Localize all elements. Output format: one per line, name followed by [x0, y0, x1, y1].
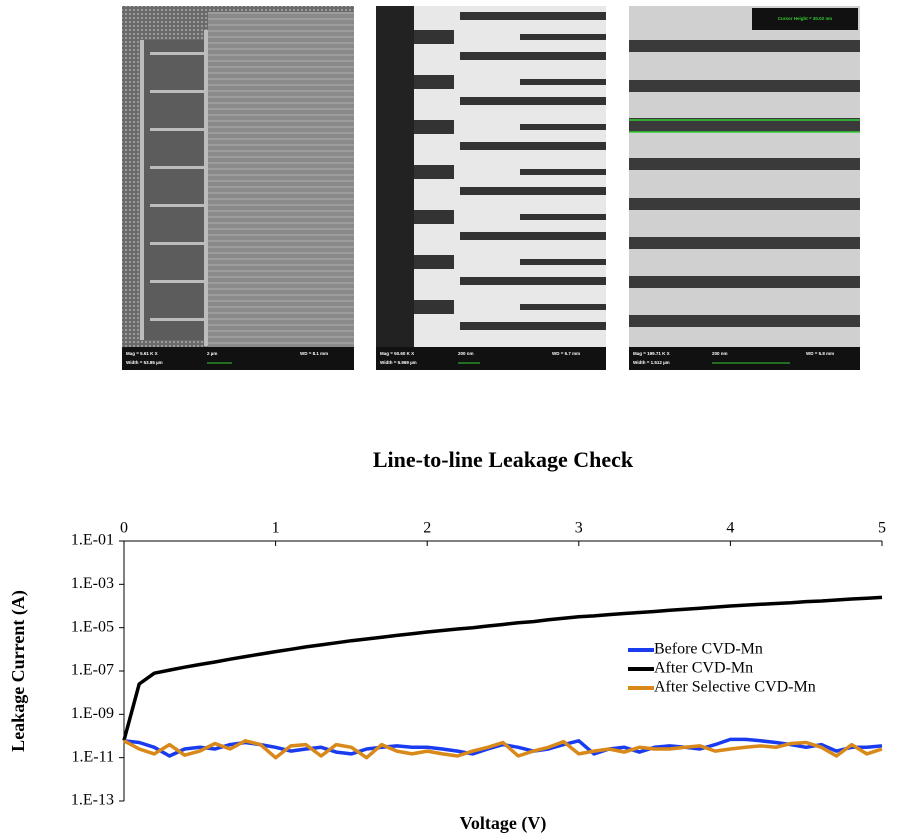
cursor-label: Cursor Height = 30.02 nm: [778, 16, 832, 21]
micrograph-label: Mag = 199.71 K X: [633, 351, 670, 356]
x-tick-label: 4: [726, 520, 734, 537]
micrograph-label: 2 µm: [207, 351, 217, 356]
micrograph-label: Width = 1.512 µm: [633, 360, 670, 365]
micrograph: Mag = 5.61 K X Width = 53.85 µm 2 µm WD …: [122, 6, 354, 370]
y-tick-label: 1.E-05: [71, 618, 114, 635]
micrograph-label: Mag = 5.61 K X: [126, 351, 158, 356]
micrograph-label: 200 nm: [458, 351, 474, 356]
y-tick-label: 1.E-07: [71, 662, 114, 679]
x-tick-label: 0: [120, 520, 128, 537]
chart: Line-to-line Leakage Check Voltage (V) L…: [8, 447, 886, 834]
micrograph-label: WD = 5.7 mm: [552, 351, 580, 356]
y-tick-label: 1.E-09: [71, 705, 114, 722]
micrograph-label: 200 nm: [712, 351, 728, 356]
y-tick-label: 1.E-03: [71, 575, 114, 592]
y-tick-label: 1.E-01: [71, 532, 114, 549]
y-tick-label: 1.E-13: [71, 792, 114, 809]
micrograph-label: Width = 53.85 µm: [126, 360, 163, 365]
y-tick-label: 1.E-11: [71, 748, 114, 765]
micrographs: Mag = 5.61 K X Width = 53.85 µm 2 µm WD …: [122, 6, 860, 370]
micrograph-label: Mag = 50.60 K X: [380, 351, 414, 356]
series-line: [123, 739, 883, 760]
legend-label: Before CVD-Mn: [654, 641, 763, 658]
micrograph-label: Width = 5.969 µm: [380, 360, 417, 365]
micrograph-label: WD = 5.8 mm: [806, 351, 834, 356]
x-tick-label: 1: [272, 520, 280, 537]
micrograph: Cursor Height = 30.02 nm Mag = 199.71 K …: [629, 6, 860, 370]
x-tick-label: 3: [575, 520, 583, 537]
x-tick-label: 5: [878, 520, 886, 537]
x-axis-label: Voltage (V): [460, 813, 547, 834]
series-line: [122, 595, 883, 741]
chart-title: Line-to-line Leakage Check: [373, 447, 634, 472]
micrograph-label: WD = 8.1 mm: [300, 351, 328, 356]
y-axis-label: Leakage Current (A): [8, 590, 29, 752]
legend-label: After CVD-Mn: [654, 660, 753, 677]
legend-label: After Selective CVD-Mn: [654, 679, 816, 696]
micrograph: Mag = 50.60 K X Width = 5.969 µm 200 nm …: [376, 6, 606, 370]
x-tick-label: 2: [423, 520, 431, 537]
